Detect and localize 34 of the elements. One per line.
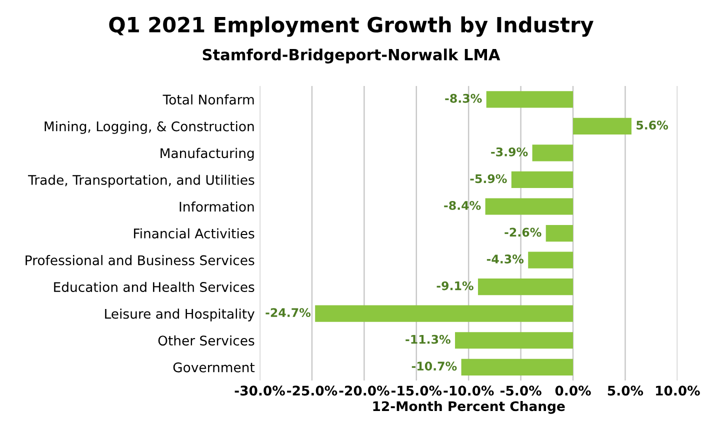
x-axis-title: 12-Month Percent Change bbox=[373, 400, 565, 414]
y-tick-label: Professional and Business Services bbox=[26, 255, 254, 266]
x-tick-label: -5.0% bbox=[500, 386, 542, 396]
x-tick-label: 0.0% bbox=[555, 386, 591, 396]
y-tick-label: Total Nonfarm bbox=[162, 94, 254, 105]
x-tick-label: -10.0% bbox=[444, 386, 494, 396]
y-tick-label: Government bbox=[173, 362, 255, 372]
y-tick-label: Mining, Logging, & Construction bbox=[44, 121, 254, 134]
x-tick-label: -25.0% bbox=[287, 386, 338, 396]
data-label: -2.6% bbox=[504, 228, 542, 237]
x-tick-label: -30.0% bbox=[234, 386, 285, 396]
y-tick-label: Education and Health Services bbox=[54, 282, 254, 292]
data-label: -10.7% bbox=[412, 362, 457, 371]
data-label: -24.7% bbox=[266, 308, 311, 318]
x-tick-label: 10.0% bbox=[656, 386, 700, 396]
y-tick-label: Manufacturing bbox=[160, 148, 254, 161]
chart-subtitle: Stamford-Bridgeport-Norwalk LMA bbox=[202, 48, 500, 64]
data-label: -8.4% bbox=[444, 200, 481, 210]
data-label: -4.3% bbox=[486, 254, 524, 264]
y-tick-label: Trade, Transportation, and Utilities bbox=[28, 174, 254, 188]
data-label: -3.9% bbox=[491, 147, 528, 156]
data-label: -9.1% bbox=[436, 281, 474, 290]
y-tick-label: Financial Activities bbox=[134, 228, 254, 238]
y-tick-label: Other Services bbox=[158, 335, 254, 346]
data-label: -8.3% bbox=[445, 94, 482, 103]
x-tick-label: -15.0% bbox=[391, 386, 442, 396]
x-tick-label: -20.0% bbox=[339, 386, 390, 396]
data-label: 5.6% bbox=[636, 120, 668, 130]
data-label: -11.3% bbox=[406, 334, 450, 344]
chart-title: Q1 2021 Employment Growth by Industry bbox=[109, 16, 594, 37]
y-tick-label: Leisure and Hospitality bbox=[105, 308, 254, 322]
x-tick-label: 5.0% bbox=[608, 386, 644, 396]
data-label: -5.9% bbox=[470, 174, 507, 184]
y-tick-label: Information bbox=[180, 201, 254, 212]
